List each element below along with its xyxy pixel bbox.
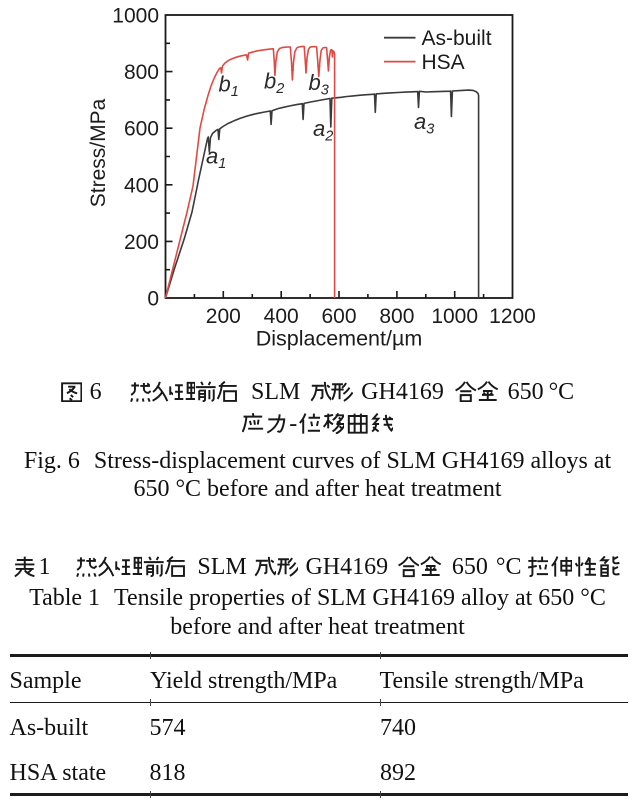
svg-text:1200: 1200 — [489, 305, 536, 328]
svg-text:0: 0 — [147, 288, 159, 311]
svg-text:b2: b2 — [264, 69, 284, 98]
svg-text:200: 200 — [124, 231, 159, 254]
svg-text:b3: b3 — [309, 70, 329, 99]
svg-text:1000: 1000 — [431, 305, 478, 328]
svg-text:600: 600 — [124, 118, 159, 141]
svg-text:800: 800 — [124, 61, 159, 84]
svg-text:800: 800 — [379, 305, 414, 328]
svg-text:1000: 1000 — [112, 5, 159, 28]
svg-text:Displacement/µm: Displacement/µm — [256, 327, 423, 351]
svg-text:600: 600 — [321, 305, 356, 328]
svg-text:As-built: As-built — [422, 27, 492, 50]
svg-text:a3: a3 — [414, 109, 434, 138]
svg-text:400: 400 — [124, 174, 159, 197]
svg-text:400: 400 — [264, 305, 299, 328]
svg-text:b1: b1 — [219, 72, 239, 101]
svg-text:Stress/MPa: Stress/MPa — [87, 98, 110, 207]
svg-text:200: 200 — [206, 305, 241, 328]
svg-text:HSA: HSA — [422, 51, 465, 74]
svg-text:a1: a1 — [206, 144, 226, 173]
